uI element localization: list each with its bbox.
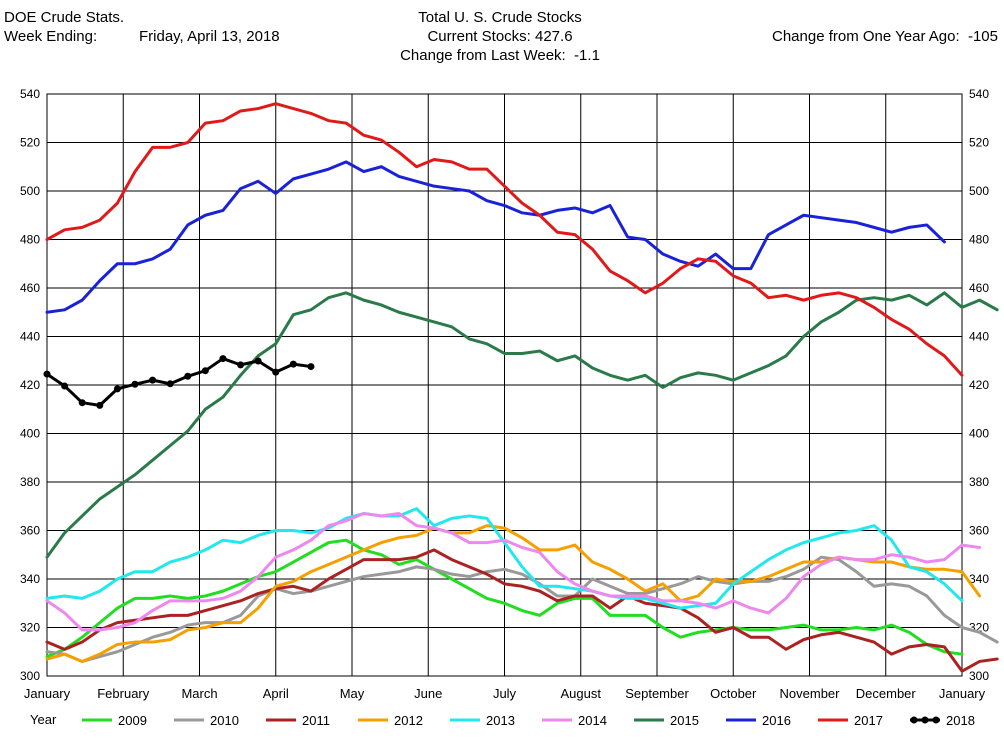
legend-label-2009: 2009 <box>118 713 147 728</box>
month-label: February <box>97 686 150 701</box>
series-line-2009 <box>45 538 964 659</box>
week-ending-date: Friday, April 13, 2018 <box>139 28 280 45</box>
series-line-2010 <box>45 555 999 663</box>
series-line-2017 <box>45 102 964 377</box>
legend-label-2010: 2010 <box>210 713 239 728</box>
y-tick-label-left: 300 <box>20 669 40 683</box>
month-label: June <box>414 686 442 701</box>
y-tick-label-right: 340 <box>969 572 989 586</box>
point-2018 <box>201 367 209 375</box>
y-tick-label-right: 440 <box>969 330 989 344</box>
y-tick-label-left: 420 <box>20 378 40 392</box>
point-2018 <box>61 382 69 390</box>
legend-label-2015: 2015 <box>670 713 699 728</box>
month-label: January <box>939 686 986 701</box>
point-2018 <box>237 361 245 369</box>
month-label: September <box>625 686 689 701</box>
y-tick-label-right: 500 <box>969 184 989 198</box>
series-line-2012 <box>45 524 982 663</box>
y-tick-label-right: 460 <box>969 281 989 295</box>
point-2018 <box>184 372 192 380</box>
point-2018 <box>254 357 262 365</box>
y-tick-label-right: 360 <box>969 524 989 538</box>
series-line-2013 <box>45 507 964 610</box>
y-tick-label-left: 380 <box>20 475 40 489</box>
month-label: December <box>856 686 917 701</box>
series-line-2011 <box>45 548 999 673</box>
point-2018 <box>113 385 121 393</box>
legend-marker-2018 <box>921 716 929 724</box>
y-axis-left: 300 320 340 360 380 400 420 440 460 480 500 520 540 <box>20 87 40 683</box>
point-2018 <box>96 401 104 409</box>
y-tick-label-right: 420 <box>969 378 989 392</box>
month-label: March <box>181 686 217 701</box>
legend-label-2013: 2013 <box>486 713 515 728</box>
legend-label-2011: 2011 <box>302 713 330 728</box>
series-line-2016 <box>45 160 946 314</box>
point-2018 <box>78 399 86 407</box>
legend-title: Year <box>30 712 57 727</box>
source-label: DOE Crude Stats. <box>4 9 125 26</box>
legend-label-2017: 2017 <box>854 713 883 728</box>
y-tick-label-right: 300 <box>969 669 989 683</box>
y-tick-label-left: 440 <box>20 330 40 344</box>
y-tick-label-left: 540 <box>20 87 40 101</box>
legend-label-2014: 2014 <box>578 713 607 728</box>
current-stocks: Current Stocks: 427.6 <box>427 28 573 45</box>
chart-title: Total U. S. Crude Stocks <box>418 9 582 26</box>
change-from-one-year-ago: Change from One Year Ago: -105 <box>772 28 998 45</box>
y-tick-label-right: 480 <box>969 233 989 247</box>
point-2018 <box>149 376 157 384</box>
month-label: January <box>24 686 71 701</box>
x-axis-months: January February March April May June July Augu… <box>24 686 986 701</box>
y-tick-label-left: 520 <box>20 136 40 150</box>
y-tick-label-left: 400 <box>20 427 40 441</box>
legend-marker-2018 <box>910 716 918 724</box>
series-line-2018 <box>45 357 313 407</box>
y-tick-label-right: 520 <box>969 136 989 150</box>
y-tick-label-left: 360 <box>20 524 40 538</box>
legend-label-2012: 2012 <box>394 713 423 728</box>
month-label: April <box>263 686 289 701</box>
y-tick-label-left: 320 <box>20 621 40 635</box>
change-from-last-week: Change from Last Week: -1.1 <box>400 47 600 64</box>
plot-frame <box>46 93 963 677</box>
month-label: July <box>493 686 517 701</box>
month-label: November <box>780 686 841 701</box>
y-tick-label-left: 340 <box>20 572 40 586</box>
point-2018 <box>289 360 297 368</box>
series-line-2015 <box>45 291 999 559</box>
grid-lines <box>46 93 963 677</box>
point-2018 <box>43 370 51 378</box>
month-label: October <box>710 686 757 701</box>
series-lines <box>43 102 999 673</box>
point-2018 <box>272 368 280 376</box>
legend: Year 2009 2010 2011 2012 2013 2014 2015 2016 2017… <box>30 712 975 728</box>
y-tick-label-right: 380 <box>969 475 989 489</box>
legend-label-2016: 2016 <box>762 713 791 728</box>
y-tick-label-left: 480 <box>20 233 40 247</box>
point-2018 <box>131 380 139 388</box>
month-label: May <box>340 686 365 701</box>
plot-border <box>46 93 963 677</box>
point-2018 <box>166 380 174 388</box>
point-2018 <box>219 355 227 363</box>
y-tick-label-left: 460 <box>20 281 40 295</box>
week-ending-label: Week Ending: <box>4 28 98 45</box>
y-tick-label-right: 400 <box>969 427 989 441</box>
month-label: August <box>561 686 602 701</box>
y-tick-label-right: 540 <box>969 87 989 101</box>
point-2018 <box>307 363 315 371</box>
y-tick-label-left: 500 <box>20 184 40 198</box>
series-line-2014 <box>45 512 982 632</box>
legend-marker-2018 <box>932 716 940 724</box>
legend-label-2018: 2018 <box>946 713 975 728</box>
